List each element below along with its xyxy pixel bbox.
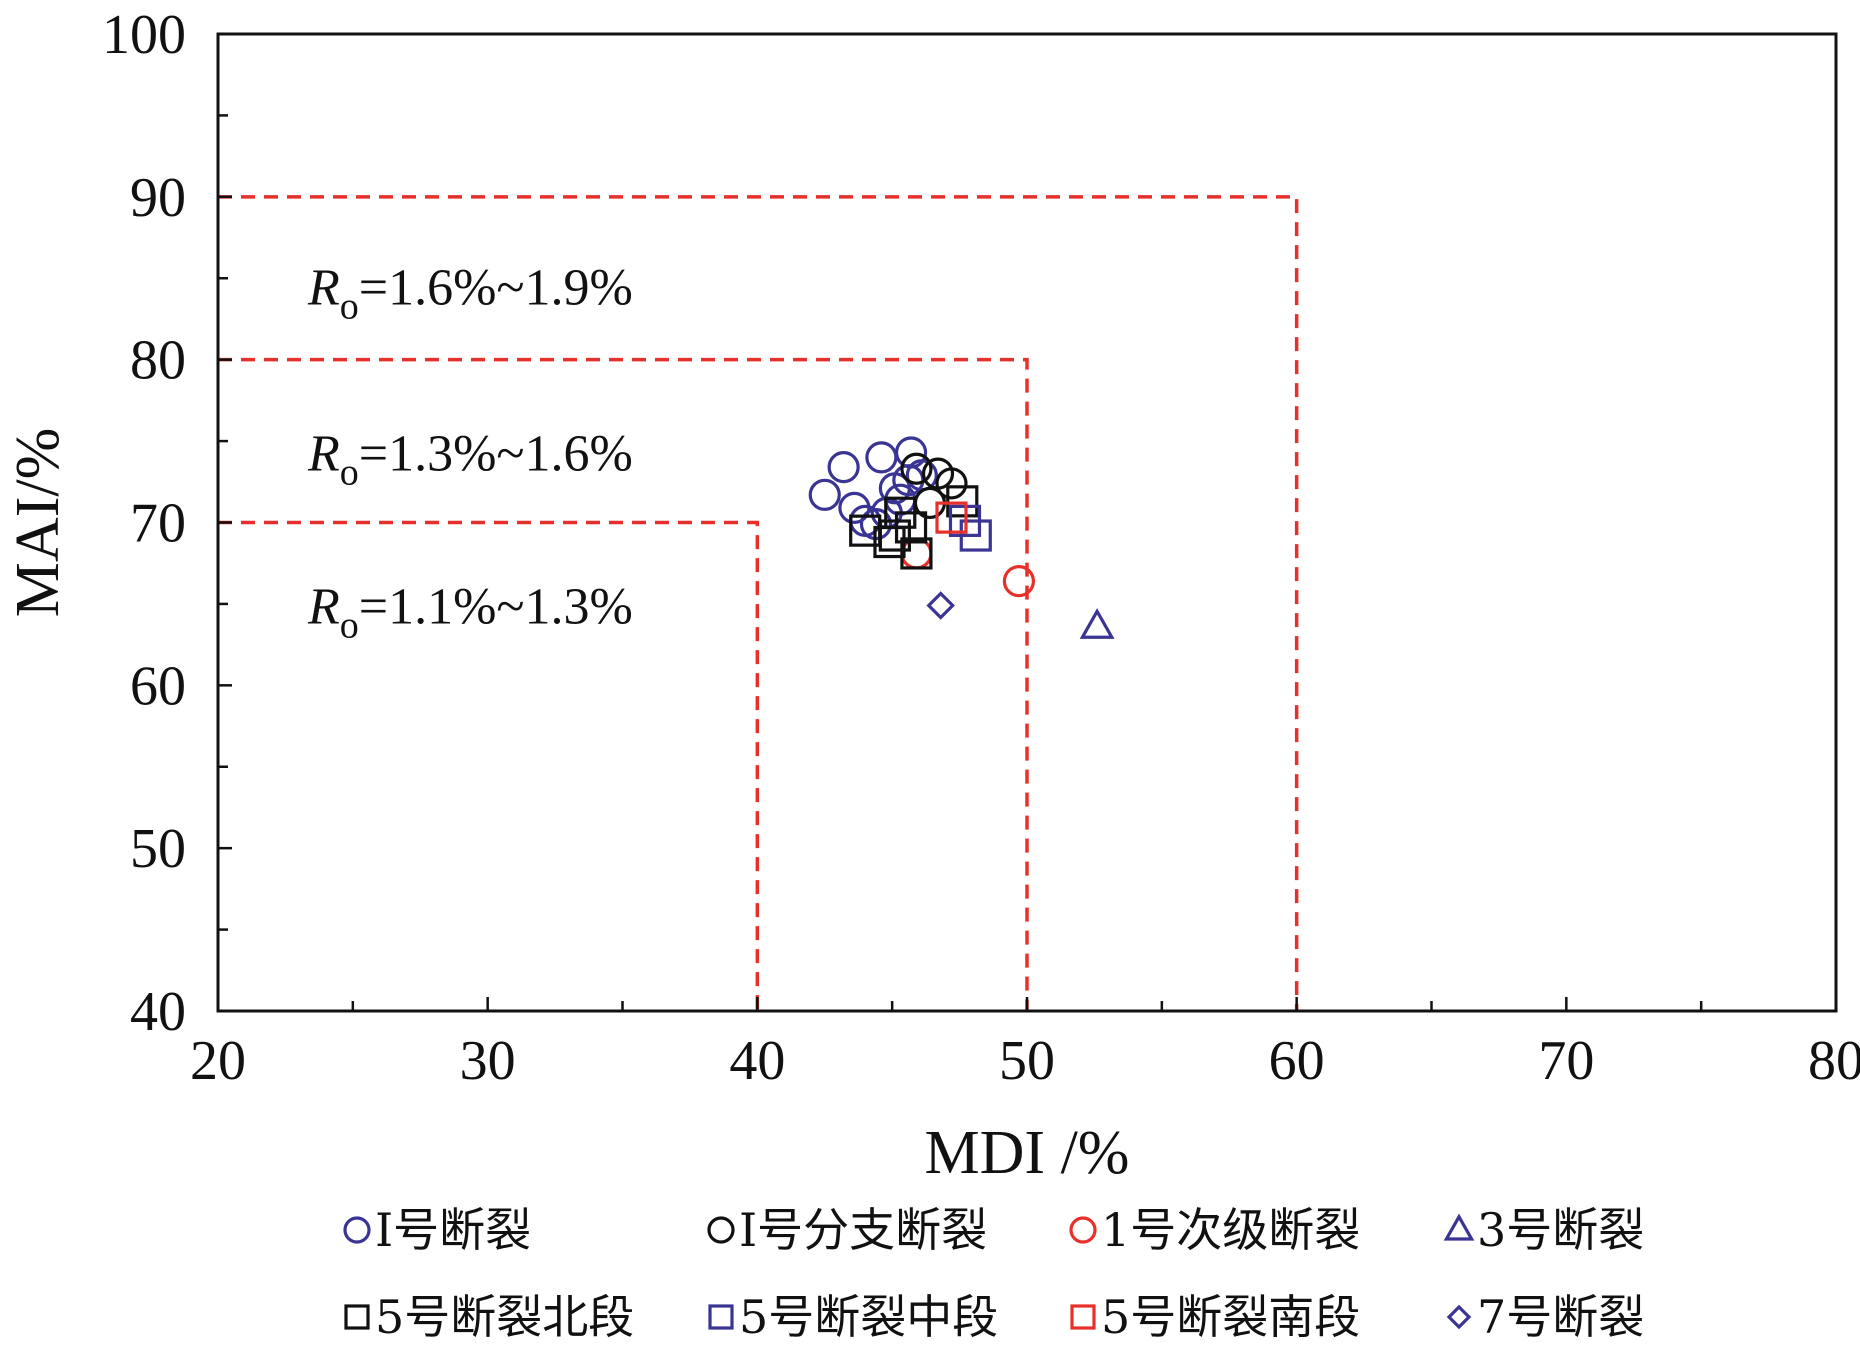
maturity-zones: Ro=1.1%~1.3% Ro=1.3%~1.6% Ro=1.6%~1.9% (218, 195, 1299, 1011)
legend: I号断裂 I号分支断裂 1号次级断裂 3号断裂 5号断裂北段 5号断裂中段 5号断裂南段 7号… (343, 1203, 1644, 1344)
x-tick-label: 70 (1538, 1030, 1594, 1092)
y-tick-label: 90 (130, 167, 186, 229)
y-tick-label: 100 (102, 4, 186, 66)
legend-marker (1070, 1304, 1096, 1330)
y-axis-title: MAI/% (4, 428, 72, 617)
data-point (935, 501, 968, 534)
x-tick-label: 20 (190, 1030, 246, 1092)
x-tick-label: 60 (1269, 1030, 1325, 1092)
data-point (865, 441, 898, 474)
y-tick-label: 40 (130, 981, 186, 1043)
y-tick-label: 70 (130, 493, 186, 555)
y-tick-label: 80 (130, 330, 186, 392)
zone-boundary (218, 520, 760, 1011)
data-point (900, 537, 933, 570)
zone-label: Ro=1.3%~1.6% (307, 425, 633, 493)
legend-label: 5号断裂中段 (739, 1290, 998, 1344)
data-point (808, 478, 841, 511)
legend-label: 7号断裂 (1477, 1290, 1644, 1344)
legend-marker (707, 1216, 735, 1244)
legend-marker (1069, 1216, 1097, 1244)
data-point (894, 511, 928, 544)
legend-marker (343, 1216, 371, 1244)
y-tick-label: 50 (130, 818, 186, 880)
x-tick-label: 30 (460, 1030, 516, 1092)
legend-label: I号分支断裂 (739, 1203, 987, 1257)
data-point (827, 451, 860, 484)
legend-marker (708, 1304, 734, 1330)
data-point (878, 519, 911, 552)
x-tick-label: 50 (999, 1030, 1055, 1092)
legend-marker (1446, 1304, 1472, 1330)
x-axis-title: MDI /% (925, 1119, 1130, 1187)
data-point (946, 485, 979, 518)
legend-label: 5号断裂北段 (375, 1290, 634, 1344)
x-tick-label: 40 (729, 1030, 785, 1092)
y-tick-label: 60 (130, 655, 186, 717)
legend-label: I号断裂 (375, 1203, 531, 1257)
zone-boundary (218, 357, 1029, 1011)
x-tick-label: 80 (1808, 1030, 1860, 1092)
axis-ticks: 20 30 40 50 60 70 80 40 50 60 70 80 90 100 (102, 4, 1860, 1092)
zone-label: Ro=1.6%~1.9% (307, 259, 633, 327)
legend-label: 5号断裂南段 (1101, 1290, 1360, 1344)
data-point (1002, 565, 1036, 598)
zone-label: Ro=1.1%~1.3% (307, 578, 633, 646)
zone-boundary (218, 195, 1299, 1011)
data-point (926, 591, 955, 620)
data-point (900, 452, 933, 485)
data-point (935, 467, 968, 500)
data-point (894, 436, 928, 469)
data-point (1079, 608, 1115, 639)
legend-marker (344, 1304, 370, 1330)
legend-label: 3号断裂 (1477, 1203, 1644, 1257)
data-points (808, 436, 1115, 639)
legend-marker (1443, 1213, 1475, 1241)
legend-label: 1号次级断裂 (1101, 1203, 1360, 1257)
